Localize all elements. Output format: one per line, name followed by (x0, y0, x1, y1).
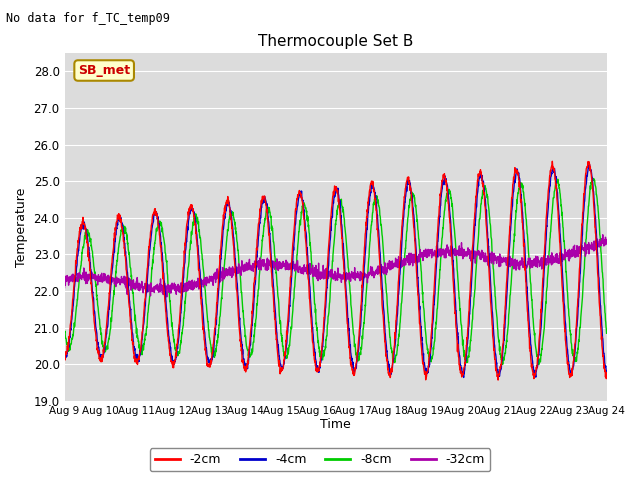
-4cm (488, 297, 495, 302)
-2cm (310, 352, 317, 358)
-4cm (586, 162, 593, 168)
-2cm (61, 353, 68, 359)
-8cm (588, 180, 595, 185)
-32cm (61, 285, 68, 290)
-32cm (88, 270, 96, 276)
-32cm (324, 276, 332, 281)
-4cm (603, 369, 611, 374)
-4cm (588, 169, 595, 175)
-32cm (488, 249, 495, 255)
-8cm (88, 248, 96, 254)
-4cm (324, 267, 332, 273)
-2cm (548, 158, 556, 164)
-2cm (324, 253, 332, 259)
-2cm (488, 310, 495, 315)
-8cm (535, 361, 543, 367)
Line: -4cm: -4cm (65, 165, 607, 377)
-8cm (61, 327, 68, 333)
-32cm (587, 243, 595, 249)
-4cm (310, 339, 317, 345)
-4cm (460, 374, 467, 380)
-32cm (310, 273, 318, 279)
-2cm (88, 293, 96, 299)
-8cm (603, 330, 611, 336)
Line: -2cm: -2cm (65, 161, 607, 380)
-4cm (61, 353, 68, 359)
-2cm (494, 377, 502, 383)
Line: -8cm: -8cm (65, 178, 607, 364)
-8cm (488, 235, 495, 241)
Y-axis label: Temperature: Temperature (15, 187, 28, 267)
-2cm (603, 371, 611, 376)
-4cm (588, 167, 595, 173)
-32cm (163, 294, 171, 300)
-32cm (599, 232, 607, 238)
-2cm (588, 170, 595, 176)
Title: Thermocouple Set B: Thermocouple Set B (258, 34, 413, 49)
Text: No data for f_TC_temp09: No data for f_TC_temp09 (6, 12, 170, 25)
-8cm (310, 289, 317, 295)
-8cm (324, 313, 332, 319)
-8cm (589, 175, 596, 181)
-2cm (588, 172, 595, 178)
-32cm (588, 243, 595, 249)
Text: SB_met: SB_met (78, 64, 130, 77)
-8cm (587, 185, 595, 191)
Legend: -2cm, -4cm, -8cm, -32cm: -2cm, -4cm, -8cm, -32cm (150, 448, 490, 471)
-4cm (88, 285, 96, 291)
-32cm (603, 239, 611, 244)
Line: -32cm: -32cm (65, 235, 607, 297)
X-axis label: Time: Time (320, 419, 351, 432)
